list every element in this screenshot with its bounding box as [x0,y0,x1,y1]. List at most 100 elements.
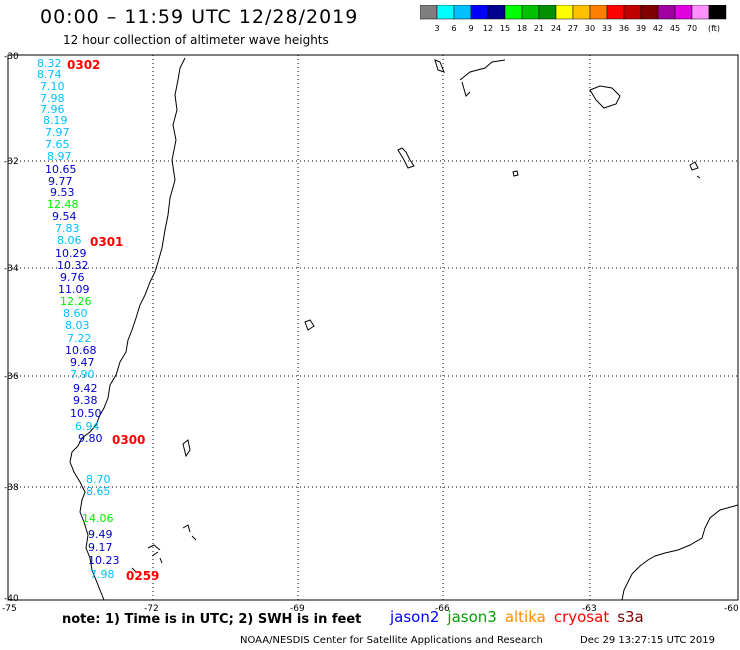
time-labels: 0302 0301 0300 0259 [67,58,159,583]
satellite-name: jason2 [390,608,440,626]
page-subtitle: 12 hour collection of altimeter wave hei… [63,33,329,47]
wave-observations: 8.328.747.107.987.968.197.977.658.9710.6… [37,57,120,581]
wave-height-value: 7.98 [40,92,65,105]
island-small [689,161,701,179]
wave-height-value: 7.65 [45,138,70,151]
color-legend: 3 6 9 12 15 18 21 24 27 30 33 36 39 42 45 70 (ft) [420,5,727,33]
time-label: 0301 [90,235,123,249]
legend-tick-label: 36 [619,24,629,33]
wave-height-value: 11.09 [58,283,90,296]
satellite-name: altika [504,608,546,626]
lon-label: -75 [2,604,17,614]
satellite-name: jason3 [447,608,497,626]
wave-height-value: 10.32 [57,259,89,272]
lat-label: -40 [4,594,19,604]
argentina-coastline [621,504,739,601]
wave-height-value: 10.29 [55,247,87,260]
wave-height-value: 9.80 [78,432,103,445]
wave-height-value: 9.76 [60,271,85,284]
wave-height-value: 7.90 [70,368,95,381]
legend-tick-label: 39 [636,24,646,33]
legend-unit: (ft) [708,24,720,33]
chile-coastline [69,57,186,601]
wave-height-value: 7.10 [40,80,65,93]
wave-height-value: 10.23 [88,554,120,567]
island-small [182,439,191,458]
wave-height-value: 9.17 [88,541,113,554]
lon-axis: -75 -72 -69 -66 -63 -60 [2,604,739,614]
lon-label: -66 [435,604,450,614]
legend-tick-label: 6 [451,24,456,33]
legend-tick-label: 30 [585,24,595,33]
wave-height-value: 8.32 [37,57,62,70]
island-small [304,319,315,331]
wave-height-value: 8.70 [86,473,111,486]
wave-height-value: 7.97 [45,126,70,139]
legend-tick-label: 33 [602,24,612,33]
legend-tick-label: 9 [468,24,473,33]
wave-height-value: 9.54 [52,210,77,223]
wave-height-value: 10.68 [65,344,97,357]
wave-height-value: 12.48 [47,198,79,211]
legend-tick-label: 15 [500,24,510,33]
legend-tick-label: 42 [653,24,663,33]
lat-label: -36 [4,372,19,382]
wave-height-value: 10.50 [70,407,102,420]
footer-note: note: 1) Time is in UTC; 2) SWH is in fe… [62,612,362,627]
lat-label: -34 [4,264,19,274]
lon-label: -63 [582,604,597,614]
wave-height-value: 9.53 [50,186,75,199]
legend-tick-label: 27 [568,24,578,33]
legend-tick-label: 21 [534,24,544,33]
island-group [131,524,197,573]
island-group [434,59,506,97]
lat-label: -32 [4,157,19,167]
island-small [512,170,519,177]
legend-tick-label: 3 [434,24,439,33]
graticule [8,55,738,600]
lon-label: -72 [144,604,159,614]
lat-label: -30 [4,52,19,62]
wave-height-value: 8.06 [57,234,82,247]
legend-tick-label: 18 [517,24,527,33]
page-title: 00:00 – 11:59 UTC 12/28/2019 [40,6,359,28]
wave-height-value: 9.77 [48,175,73,188]
wave-height-value: 7.98 [90,568,115,581]
lat-axis: -30 -32 -34 -36 -38 -40 [4,52,19,604]
lat-label: -38 [4,483,19,493]
wave-height-value: 9.47 [70,356,95,369]
time-label: 0300 [112,433,145,447]
wave-height-value: 8.60 [63,307,88,320]
satellite-legend: jason2 jason3 altika cryosat s3a [390,608,652,626]
wave-height-value: 8.03 [65,319,90,332]
island-group [589,85,621,109]
wave-height-value: 8.19 [43,114,68,127]
satellite-name: cryosat [553,608,610,626]
wave-height-value: 7.83 [55,222,80,235]
wave-height-value: 14.06 [82,512,114,525]
wave-height-value: 8.65 [86,485,111,498]
legend-tick-label: 70 [687,24,697,33]
legend-swatch [708,5,727,20]
wave-height-value: 9.49 [88,528,113,541]
legend-tick-label: 45 [670,24,680,33]
lon-label: -69 [290,604,305,614]
wave-height-value: 8.97 [47,150,72,163]
timestamp: Dec 29 13:27:15 UTC 2019 [580,635,715,646]
wave-height-value: 8.74 [37,68,62,81]
legend-tick-label: 24 [551,24,561,33]
credit: NOAA/NESDIS Center for Satellite Applica… [240,635,543,646]
wave-height-value: 9.38 [73,394,98,407]
juan-fernandez-island [397,147,415,169]
map-frame [7,54,739,601]
lon-label: -60 [724,604,739,614]
wave-height-value: 10.65 [45,163,77,176]
coastline [69,57,739,601]
wave-height-value: 9.42 [73,382,98,395]
time-label: 0302 [67,58,100,72]
legend-tick-label: 12 [483,24,493,33]
wave-height-value: 7.96 [40,103,65,116]
time-label: 0259 [126,569,159,583]
wave-height-value: 6.94 [75,420,100,433]
